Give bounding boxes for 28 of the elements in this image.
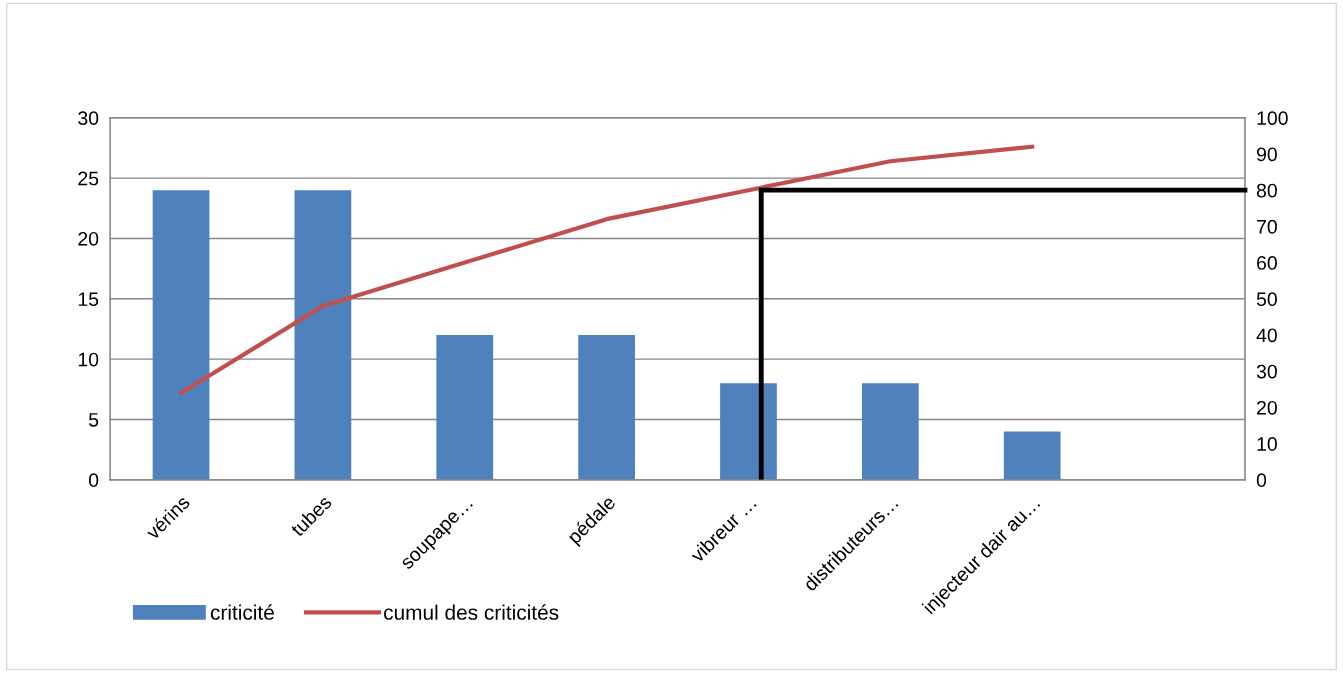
y-tick-label: 15 [78,292,99,307]
bar [294,190,352,480]
y2-tick-label: 80 [1256,183,1277,198]
y2-tick-label: 70 [1257,219,1277,234]
y2-tick-label: 100 [1257,111,1288,126]
y-tick-label: 20 [78,231,99,246]
y-tick-label: 30 [78,111,99,126]
bar [1003,431,1061,480]
y2-tick-label: 50 [1256,292,1277,307]
y-tick-label: 0 [88,473,99,488]
bar [720,383,777,480]
y2-tick-label: 20 [1257,400,1277,415]
bar [578,335,635,480]
y-tick-label: 25 [78,171,99,186]
legend-label: criticité [210,604,274,620]
y-tick-label: 5 [88,413,99,427]
legend-label: cumul des criticités [384,604,559,620]
line-series [178,144,1035,396]
bar [436,335,494,480]
bar [152,190,210,480]
y2-tick-label: 0 [1256,473,1267,488]
y2-tick-label: 10 [1257,437,1277,451]
y2-tick-label: 40 [1256,328,1277,343]
y2-tick-label: 60 [1257,256,1277,270]
bar [861,383,919,480]
y2-tick-label: 30 [1256,364,1277,379]
y-tick-label: 10 [78,352,99,367]
y2-tick-label: 90 [1256,147,1277,162]
